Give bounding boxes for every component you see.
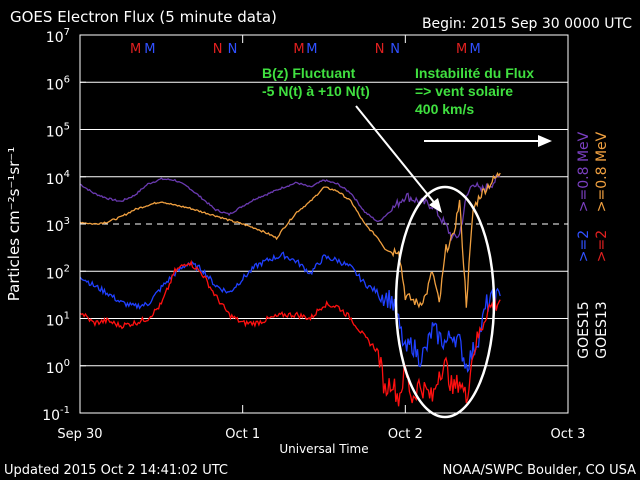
x-tick-label: Oct 2 bbox=[388, 427, 423, 442]
annotation-layer: B(z) Fluctuant -5 N(t) à +10 N(t) Instab… bbox=[262, 65, 552, 419]
marker-n: N bbox=[213, 42, 223, 57]
legend-label: >=2 bbox=[576, 230, 592, 262]
bz-annotation-line1: B(z) Fluctuant bbox=[262, 65, 356, 81]
y-tick-label: 103 bbox=[46, 216, 70, 235]
marker-m: M bbox=[293, 42, 304, 57]
series-line-0 bbox=[79, 174, 501, 242]
marker-m: M bbox=[130, 42, 141, 57]
y-tick-label: 10-1 bbox=[42, 405, 70, 424]
x-tick-label: Oct 3 bbox=[551, 427, 586, 442]
bz-arrow-head bbox=[429, 198, 442, 213]
series-group bbox=[79, 171, 501, 407]
series-line-1 bbox=[79, 171, 501, 309]
marker-n: N bbox=[375, 42, 385, 57]
legend-label: GOES15 bbox=[576, 301, 592, 358]
marker-m: M bbox=[456, 42, 467, 57]
updated-timestamp: Updated 2015 Oct 2 14:41:02 UTC bbox=[4, 463, 228, 478]
legend-label: >=0.8 MeV bbox=[594, 131, 610, 212]
marker-m: M bbox=[144, 42, 155, 57]
marker-n: N bbox=[228, 42, 238, 57]
instability-ellipse bbox=[394, 185, 496, 419]
y-tick-labels: 107 106 105 104 103 102 101 100 10-1 bbox=[42, 27, 86, 424]
flux-annotation-line2: => vent solaire bbox=[415, 83, 513, 99]
legend-label: >=2 bbox=[594, 230, 610, 262]
legend-label: GOES13 bbox=[594, 301, 610, 358]
marker-m: M bbox=[470, 42, 481, 57]
bz-annotation-line2: -5 N(t) à +10 N(t) bbox=[262, 83, 370, 99]
series-line-3 bbox=[79, 259, 501, 407]
chart-title: GOES Electron Flux (5 minute data) bbox=[10, 8, 277, 26]
y-tick-label: 101 bbox=[46, 311, 70, 330]
marker-n: N bbox=[390, 42, 400, 57]
credit-label: NOAA/SWPC Boulder, CO USA bbox=[443, 463, 636, 478]
y-tick-label: 105 bbox=[46, 122, 70, 141]
flux-arrow-head bbox=[538, 135, 552, 147]
y-tick-label: 102 bbox=[46, 263, 70, 282]
flux-annotation-line3: 400 km/s bbox=[415, 101, 474, 117]
legend-label: >=0.8 MeV bbox=[576, 131, 592, 212]
y-tick-label: 107 bbox=[46, 27, 70, 46]
x-tick-labels: Sep 30 Oct 1 Oct 2 Oct 3 bbox=[57, 35, 585, 442]
x-axis-label: Universal Time bbox=[279, 442, 368, 456]
x-tick-label: Sep 30 bbox=[57, 427, 102, 442]
x-tick-label: Oct 1 bbox=[225, 427, 260, 442]
flux-annotation-line1: Instabilité du Flux bbox=[415, 65, 534, 81]
marker-m: M bbox=[306, 42, 317, 57]
begin-label: Begin: 2015 Sep 30 0000 UTC bbox=[422, 16, 632, 32]
y-tick-label: 106 bbox=[46, 74, 70, 93]
legend-right: >=0.8 MeV >=2 GOES13 >=0.8 MeV >=2 GOES15 bbox=[576, 131, 610, 358]
y-tick-label: 100 bbox=[46, 358, 70, 377]
bz-arrow-line bbox=[355, 105, 438, 207]
series-line-2 bbox=[79, 251, 501, 374]
y-tick-label: 104 bbox=[46, 169, 70, 188]
y-axis-label: Particles cm⁻²s⁻¹sr⁻¹ bbox=[5, 147, 23, 301]
